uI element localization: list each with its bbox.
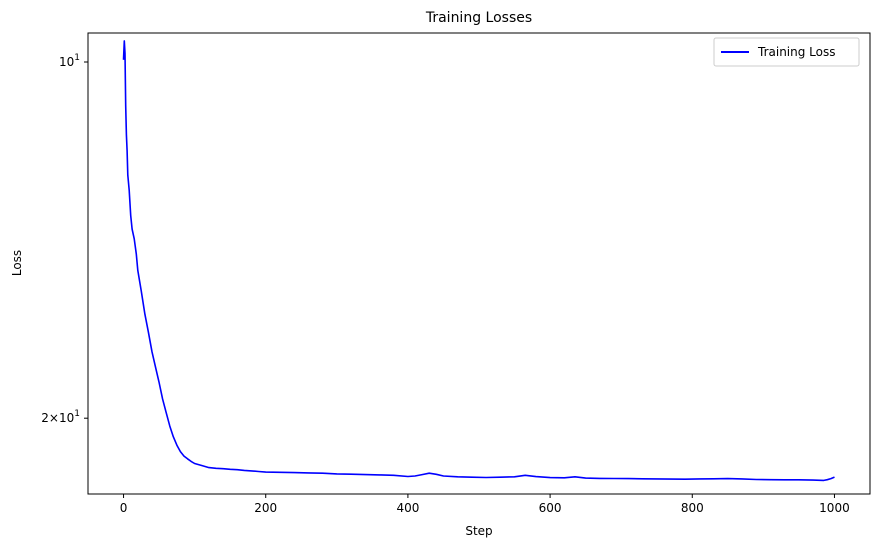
x-tick-label: 800: [681, 501, 704, 515]
y-tick-label-exponent: 1: [74, 409, 80, 419]
legend-label: Training Loss: [757, 45, 835, 59]
x-axis-ticks: 0 200 400 600 800 1000: [120, 494, 850, 515]
y-axis-label: Loss: [10, 250, 24, 276]
y-tick-label-exponent: 1: [74, 53, 80, 63]
plot-area: [88, 33, 870, 494]
y-tick-label-base: 2×10: [41, 411, 74, 425]
series-layer: [122, 40, 835, 482]
x-tick-label: 600: [539, 501, 562, 515]
chart-title: Training Losses: [425, 10, 532, 26]
x-tick-label: 400: [396, 501, 419, 515]
x-axis-label: Step: [465, 524, 492, 538]
x-tick-label: 0: [120, 501, 128, 515]
legend: Training Loss: [713, 37, 860, 67]
plot-frame: [87, 32, 871, 495]
y-tick-label: 101: [59, 53, 80, 69]
series-line-training-loss: [122, 40, 835, 482]
x-tick-label: 200: [254, 501, 277, 515]
y-tick-label-base: 10: [59, 55, 74, 69]
legend-box: [713, 37, 860, 67]
y-tick-label: 2×101: [41, 409, 80, 425]
x-tick-label: 1000: [819, 501, 850, 515]
